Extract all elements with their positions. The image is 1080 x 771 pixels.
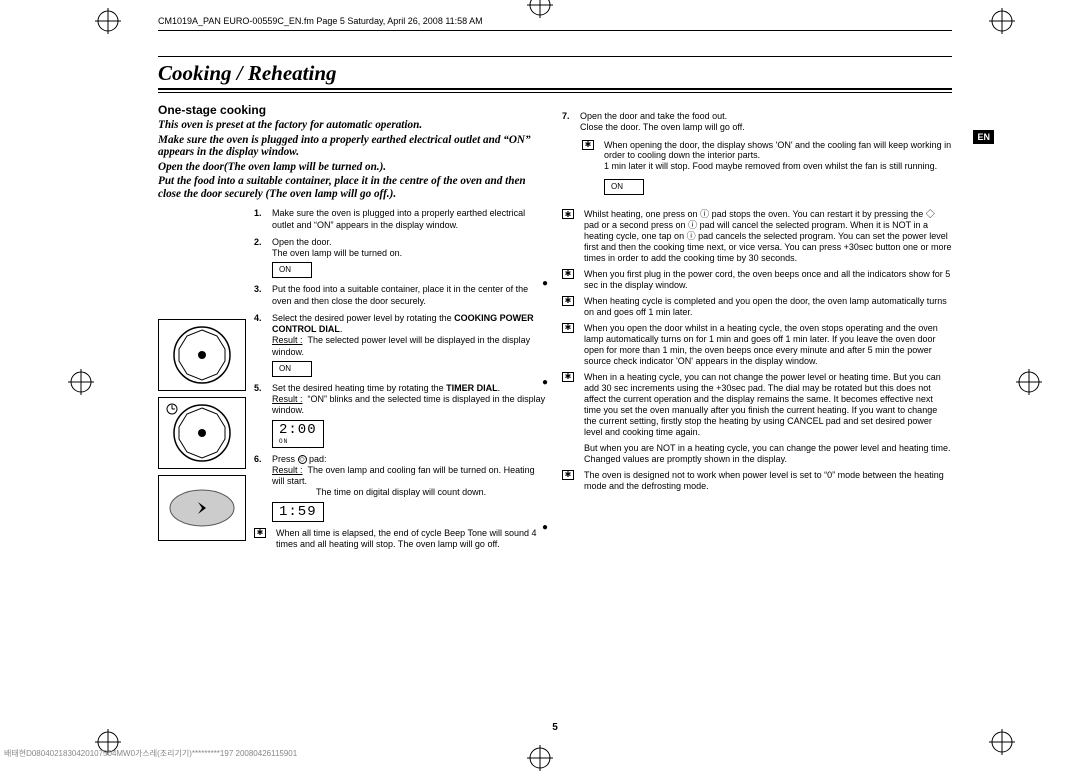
note-icon: ✱ [562, 372, 574, 382]
note-text: 1 min later it will stop. Food maybe rem… [604, 161, 952, 172]
note-icon: ✱ [562, 209, 574, 219]
step-text: Open the door and take the food out. [580, 111, 727, 121]
step-number: 1. [254, 208, 262, 219]
crop-mark-icon [527, 0, 553, 18]
note-text: When in a heating cycle, you can not cha… [584, 372, 941, 437]
note-icon: ✱ [254, 528, 266, 538]
note-item: ✱ When heating cycle is completed and you… [562, 296, 952, 318]
start-pad-figure [158, 475, 246, 541]
notes-list: ✱ When opening the door, the display sho… [582, 140, 952, 196]
note-text: When all time is elapsed, the end of cyc… [276, 528, 537, 549]
rule [158, 92, 952, 93]
language-badge: EN [973, 130, 994, 144]
steps-list: 1. Make sure the oven is plugged into a … [254, 208, 548, 521]
intro-text: Put the food into a suitable container, … [158, 175, 548, 200]
step-number: 5. [254, 383, 262, 394]
page-content: Cooking / Reheating EN One-stage cooking… [158, 56, 952, 733]
clock-icon [166, 403, 178, 415]
rule [158, 56, 952, 57]
display-readout: ON [272, 361, 312, 377]
note-icon: ✱ [562, 323, 574, 333]
footer-code: 배태현D0804021830420107504MW0가스레(조리기기)*****… [4, 748, 297, 759]
note-icon: ✱ [562, 470, 574, 480]
crop-mark-icon [68, 369, 94, 395]
display-readout: 1:59 [272, 502, 324, 522]
crop-mark-icon [989, 729, 1015, 755]
notes-list: ✱ Whilst heating, one press on ⓘ pad stop… [562, 209, 952, 491]
page-number: 5 [552, 722, 558, 733]
crop-mark-icon [527, 745, 553, 771]
right-column: 7. Open the door and take the food out. … [562, 103, 952, 554]
step-result: Result : The selected power level will b… [272, 335, 548, 358]
page-title: Cooking / Reheating [158, 61, 337, 85]
step-item: 2. Open the door. The oven lamp will be … [254, 237, 548, 279]
display-readout: ON [272, 262, 312, 278]
step-item: 6. Press ◇ pad: Result : The oven lamp a… [254, 454, 548, 522]
note-text: When you first plug in the power cord, t… [584, 269, 950, 290]
step-item: 4. Select the desired power level by rot… [254, 313, 548, 377]
crop-mark-icon [989, 8, 1015, 34]
crop-mark-icon [95, 8, 121, 34]
note-item: ✱ When you first plug in the power cord, … [562, 269, 952, 291]
note-item: ✱ Whilst heating, one press on ⓘ pad stop… [562, 209, 952, 264]
note-item: ✱ When opening the door, the display sho… [582, 140, 952, 196]
step-item: 1. Make sure the oven is plugged into a … [254, 208, 548, 231]
note-text: When heating cycle is completed and you … [584, 296, 947, 317]
step-result: Result : “ON” blinks and the selected ti… [272, 394, 548, 417]
start-icon: ◇ [298, 455, 307, 464]
running-header: CM1019A_PAN EURO-00559C_EN.fm Page 5 Sat… [158, 16, 483, 26]
steps-list: 7. Open the door and take the food out. … [562, 111, 952, 134]
note-item: ✱ When in a heating cycle, you can not ch… [562, 372, 952, 438]
note-text: When opening the door, the display shows… [604, 140, 951, 161]
step-item: 5. Set the desired heating time by rotat… [254, 383, 548, 448]
note-icon: ✱ [562, 269, 574, 279]
note-text: When you open the door whilst in a heati… [584, 323, 938, 366]
step-number: 7. [562, 111, 570, 122]
notes-list: ✱ When all time is elapsed, the end of c… [254, 528, 548, 550]
intro-text: This oven is preset at the factory for a… [158, 119, 548, 132]
step-subtext: The oven lamp will be turned on. [272, 248, 548, 259]
note-item: ✱But when you are NOT in a heating cycle… [562, 443, 952, 465]
intro-text: Open the door(The oven lamp will be turn… [158, 161, 548, 174]
step-text: Put the food into a suitable container, … [272, 284, 528, 305]
left-column: One-stage cooking This oven is preset at… [158, 103, 548, 554]
step-number: 6. [254, 454, 262, 465]
display-readout: 2:00ON [272, 420, 324, 448]
dial-icon [171, 402, 233, 464]
note-text: But when you are NOT in a heating cycle,… [584, 443, 951, 464]
step-text: Select the desired power level by rotati… [272, 313, 534, 334]
step-text: Open the door. [272, 237, 332, 247]
header-rule [158, 30, 952, 31]
note-icon: ✱ [562, 296, 574, 306]
intro-text: Make sure the oven is plugged into a pro… [158, 134, 548, 159]
crop-mark-icon [1016, 369, 1042, 395]
dial-icon [171, 324, 233, 386]
section-subhead: One-stage cooking [158, 103, 548, 117]
note-item: ✱ The oven is designed not to work when p… [562, 470, 952, 492]
step-item: 3. Put the food into a suitable containe… [254, 284, 548, 307]
note-text: Whilst heating, one press on ⓘ pad stops… [584, 209, 951, 263]
step-text: Press ◇ pad: [272, 454, 327, 464]
display-readout: ON [604, 179, 644, 195]
step-result: Result : The oven lamp and cooling fan w… [272, 465, 548, 488]
note-item: ✱ When all time is elapsed, the end of c… [254, 528, 548, 550]
timer-dial-figure [158, 397, 246, 469]
step-subtext: The time on digital display will count d… [316, 487, 548, 498]
step-subtext: Close the door. The oven lamp will go of… [580, 122, 952, 133]
step-item: 7. Open the door and take the food out. … [562, 111, 952, 134]
note-text: The oven is designed not to work when po… [584, 470, 944, 491]
step-number: 4. [254, 313, 262, 324]
step-text: Set the desired heating time by rotating… [272, 383, 500, 393]
note-icon: ✱ [582, 140, 594, 150]
power-dial-figure [158, 319, 246, 391]
step-text: Make sure the oven is plugged into a pro… [272, 208, 525, 229]
step-number: 2. [254, 237, 262, 248]
step-number: 3. [254, 284, 262, 295]
oval-pad-icon [167, 486, 237, 530]
note-item: ✱ When you open the door whilst in a heat… [562, 323, 952, 367]
rule [158, 88, 952, 90]
